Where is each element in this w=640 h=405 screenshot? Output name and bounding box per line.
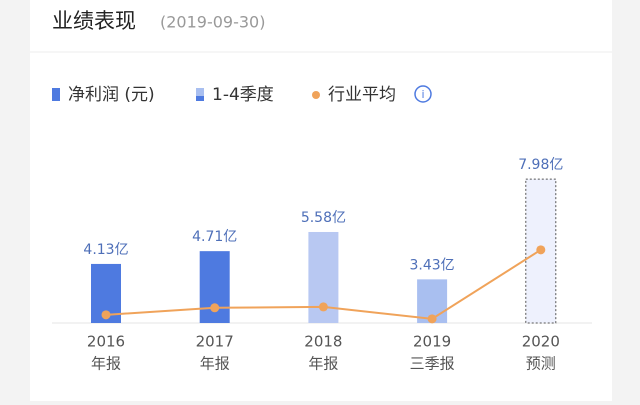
legend-swatch [196, 96, 204, 101]
value-label: 5.58亿 [301, 210, 346, 226]
legend: 净利润 (元) 1-4季度 行业平均 [52, 85, 396, 105]
x-tick-sublabel: 年报 [308, 355, 338, 373]
legend-swatch [312, 91, 320, 99]
card [30, 0, 612, 401]
svg-text:i: i [421, 88, 424, 101]
x-tick-sublabel: 三季报 [410, 355, 455, 373]
value-label: 3.43亿 [410, 257, 455, 273]
value-label: 4.13亿 [83, 242, 128, 258]
x-tick-label: 2016 [87, 333, 125, 351]
legend-label: 净利润 (元) [68, 85, 155, 105]
legend-swatch [196, 88, 204, 101]
x-tick-sublabel: 年报 [91, 355, 121, 373]
x-tick-sublabel: 预测 [526, 355, 556, 373]
x-tick-sublabel: 年报 [200, 355, 230, 373]
info-icon[interactable]: i [414, 85, 432, 103]
line-point [536, 245, 546, 255]
line-point [210, 303, 220, 313]
value-label: 4.71亿 [192, 229, 237, 245]
line-point [427, 314, 437, 324]
legend-label: 行业平均 [328, 85, 396, 105]
legend-swatch [52, 88, 60, 101]
x-tick-label: 2020 [522, 333, 560, 351]
x-tick-label: 2018 [304, 333, 342, 351]
value-label: 7.98亿 [518, 157, 563, 173]
legend-label: 1-4季度 [212, 85, 274, 105]
x-tick-label: 2019 [413, 333, 451, 351]
line-point [101, 310, 111, 320]
x-tick-label: 2017 [196, 333, 234, 351]
date: (2019-09-30) [160, 13, 265, 32]
line-point [318, 302, 328, 312]
title: 业绩表现 [52, 9, 136, 33]
